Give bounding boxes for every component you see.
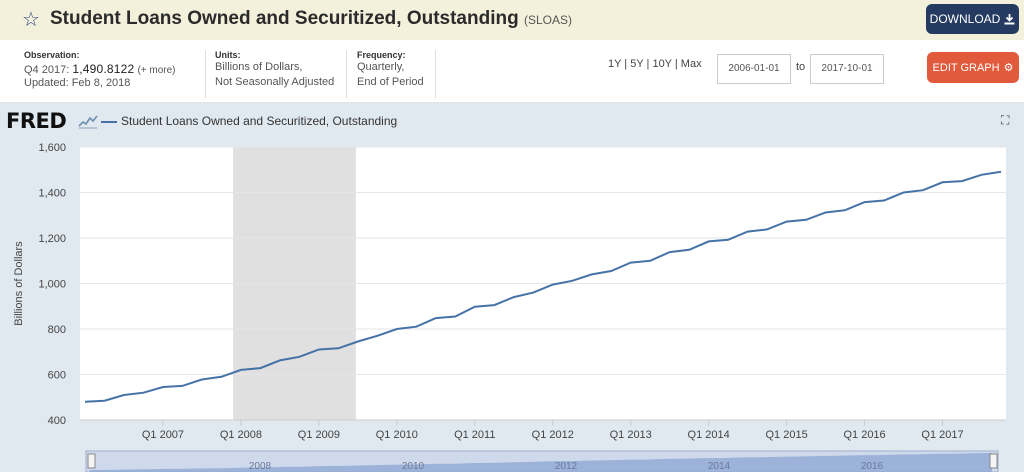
y-tick-label: 400 — [48, 415, 66, 427]
y-tick-label: 1,400 — [38, 188, 66, 200]
navigator-label: 2014 — [708, 461, 731, 472]
navigator-label: 2010 — [402, 461, 425, 472]
y-tick-label: 600 — [48, 370, 66, 382]
series-line — [84, 170, 1002, 403]
x-tick-label: Q1 2011 — [454, 429, 495, 441]
x-tick-label: Q1 2010 — [376, 429, 418, 441]
download-label: DOWNLOAD — [929, 12, 1001, 26]
units-label: Units: — [215, 50, 241, 60]
page-title: Student Loans Owned and Securitized, Out… — [50, 8, 572, 30]
updated-date: Updated: Feb 8, 2018 — [24, 77, 131, 89]
fred-logo-graph-icon — [78, 115, 98, 129]
navigator-handle-left[interactable] — [87, 453, 96, 469]
edit-graph-label: EDIT GRAPH — [932, 61, 1000, 74]
fullscreen-icon[interactable]: ⛶ — [1001, 113, 1010, 127]
x-tick-label: Q1 2009 — [298, 429, 340, 441]
y-tick-label: 1,200 — [38, 233, 66, 245]
series-code: (SLOAS) — [523, 13, 572, 27]
observation-value: 1,490.8122 — [72, 62, 135, 76]
info-bar: Observation: Q4 2017: 1,490.8122 (+ more… — [0, 40, 1024, 103]
download-button[interactable]: DOWNLOAD — [926, 4, 1019, 34]
observation-block: Observation: Q4 2017: 1,490.8122 (+ more… — [24, 50, 206, 98]
legend-label[interactable]: Student Loans Owned and Securitized, Out… — [121, 114, 398, 128]
x-tick-label: Q1 2014 — [688, 429, 730, 441]
x-tick-label: Q1 2007 — [142, 429, 184, 441]
series-title: Student Loans Owned and Securitized, Out… — [50, 8, 519, 29]
date-to-label: to — [796, 61, 806, 73]
frequency-block: Frequency: Quarterly, End of Period — [357, 50, 436, 98]
fred-logo[interactable]: FRED — [6, 109, 67, 133]
start-date-input[interactable]: 2006-01-01 — [717, 54, 791, 84]
navigator-label: 2008 — [249, 461, 272, 472]
y-tick-label: 800 — [48, 324, 66, 336]
range-links[interactable]: 1Y | 5Y | 10Y | Max — [608, 58, 702, 70]
observation-label: Observation: — [24, 50, 80, 60]
frequency-line1: Quarterly, — [357, 61, 405, 73]
units-line1: Billions of Dollars, — [215, 61, 303, 73]
gear-icon: ⚙ — [1003, 61, 1014, 74]
star-icon[interactable]: ☆ — [22, 7, 40, 31]
units-line2: Not Seasonally Adjusted — [215, 76, 335, 88]
x-tick-label: Q1 2017 — [921, 429, 963, 441]
y-tick-label: 1,000 — [38, 279, 66, 291]
legend-line-marker — [101, 121, 117, 123]
y-axis-label: Billions of Dollars — [13, 241, 25, 326]
x-tick-label: Q1 2013 — [610, 429, 652, 441]
frequency-label: Frequency: — [357, 50, 406, 60]
end-date-input[interactable]: 2017-10-01 — [810, 54, 884, 84]
title-bar: ☆ Student Loans Owned and Securitized, O… — [0, 0, 1024, 40]
units-block: Units: Billions of Dollars, Not Seasonal… — [215, 50, 347, 98]
navigator-label: 2016 — [861, 461, 884, 472]
x-tick-label: Q1 2015 — [766, 429, 808, 441]
navigator-handle-right[interactable] — [989, 453, 998, 469]
navigator-label: 2012 — [555, 461, 578, 472]
edit-graph-button[interactable]: EDIT GRAPH ⚙ — [927, 52, 1019, 83]
x-tick-label: Q1 2008 — [220, 429, 262, 441]
x-tick-label: Q1 2012 — [532, 429, 574, 441]
x-tick-label: Q1 2016 — [843, 429, 885, 441]
download-icon — [1004, 13, 1015, 24]
frequency-line2: End of Period — [357, 76, 424, 88]
y-tick-label: 1,600 — [38, 142, 66, 154]
observation-value-line: Q4 2017: 1,490.8122 (+ more) — [24, 62, 205, 76]
more-link[interactable]: (+ more) — [137, 65, 176, 76]
observation-period: Q4 2017: — [24, 64, 70, 76]
navigator-area — [90, 453, 992, 472]
